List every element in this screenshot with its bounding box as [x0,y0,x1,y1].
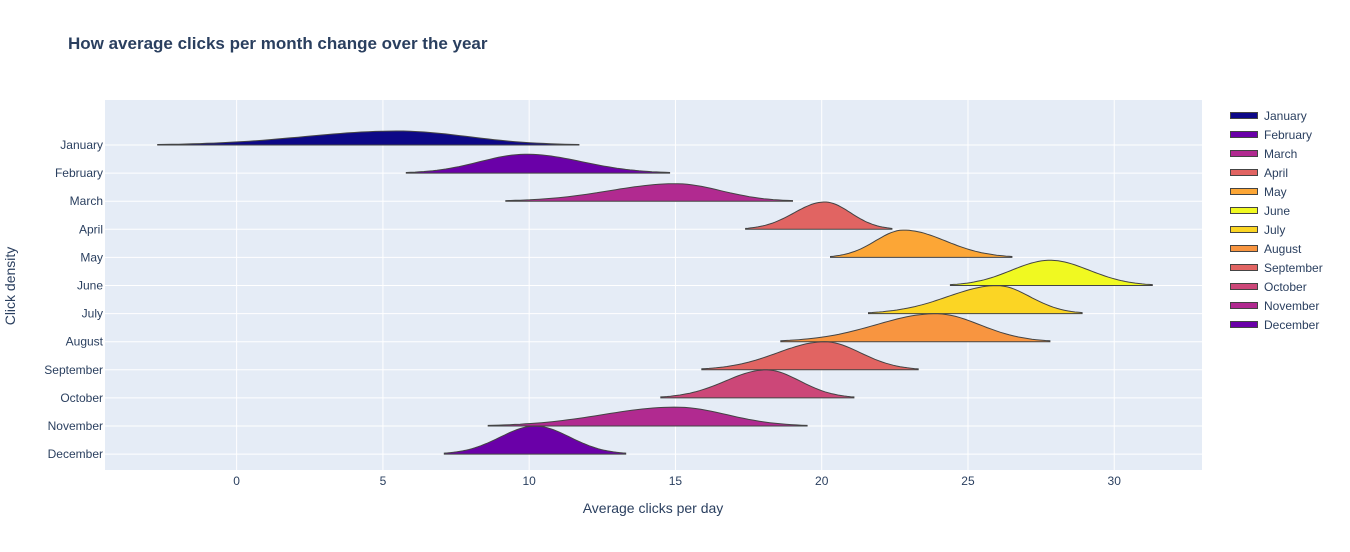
legend-item-april[interactable]: April [1230,163,1323,182]
legend-item-october[interactable]: October [1230,277,1323,296]
x-tick-label: 20 [815,474,829,488]
ridge-december[interactable] [443,425,627,455]
ridge-january[interactable] [157,130,580,146]
legend-item-march[interactable]: March [1230,144,1323,163]
legend-item-july[interactable]: July [1230,220,1323,239]
y-tick-label: May [80,250,103,264]
ridge-april[interactable] [745,201,893,230]
legend-label: October [1264,279,1307,294]
legend-label: September [1264,260,1323,275]
y-tick-label: April [79,222,103,236]
y-tick-label: December [48,447,103,461]
ridge-september[interactable] [701,341,919,371]
legend-swatch [1230,264,1258,271]
legend-swatch [1230,131,1258,138]
ridge-november[interactable] [487,406,808,427]
ridge-march[interactable] [505,183,793,202]
x-tick-label: 15 [669,474,683,488]
y-tick-label: November [48,419,103,433]
legend-label: June [1264,203,1291,218]
legend-item-september[interactable]: September [1230,258,1323,277]
y-tick-label: October [60,391,103,405]
y-tick-label: February [55,166,103,180]
x-tick-label: 5 [380,474,387,488]
legend: January February March April May June July Augu… [1230,106,1323,334]
x-tick-label: 10 [522,474,536,488]
legend-label: February [1264,127,1313,142]
legend-swatch [1230,283,1258,290]
y-tick-label: September [44,363,103,377]
legend-swatch [1230,321,1258,328]
legend-label: November [1264,298,1320,313]
legend-item-august[interactable]: August [1230,239,1323,258]
x-axis-title: Average clicks per day [583,500,724,516]
legend-label: April [1264,165,1289,180]
legend-label: December [1264,317,1320,332]
legend-swatch [1230,302,1258,309]
x-tick-labels: 0 5 10 15 20 25 30 [233,474,1121,488]
legend-item-december[interactable]: December [1230,315,1323,334]
chart-title: How average clicks per month change over… [68,34,488,53]
legend-swatch [1230,207,1258,214]
legend-label: August [1264,241,1302,256]
ridge-june[interactable] [949,259,1153,286]
ridge-february[interactable] [405,153,671,174]
legend-swatch [1230,188,1258,195]
ridge-october[interactable] [660,369,855,399]
legend-swatch [1230,150,1258,157]
legend-swatch [1230,226,1258,233]
x-tick-label: 30 [1108,474,1122,488]
y-axis-title: Click density [2,247,18,326]
legend-item-november[interactable]: November [1230,296,1323,315]
y-tick-labels: January February March April May June July Augu… [44,138,103,461]
legend-label: May [1264,184,1287,199]
ridge-may[interactable] [830,229,1013,258]
y-tick-label: August [66,335,104,349]
y-tick-label: June [77,279,103,293]
y-tick-label: July [82,307,103,321]
legend-label: January [1264,108,1307,123]
ridge-august[interactable] [780,313,1051,343]
legend-swatch [1230,112,1258,119]
legend-label: July [1264,222,1286,237]
legend-item-february[interactable]: February [1230,125,1323,144]
ridge-series [157,130,1153,455]
ridge-july[interactable] [868,285,1083,315]
x-tick-label: 25 [961,474,975,488]
y-tick-label: March [70,194,103,208]
legend-item-january[interactable]: January [1230,106,1323,125]
x-tick-label: 0 [233,474,240,488]
legend-item-may[interactable]: May [1230,182,1323,201]
legend-swatch [1230,245,1258,252]
y-tick-label: January [60,138,103,152]
legend-label: March [1264,146,1298,161]
legend-item-june[interactable]: June [1230,201,1323,220]
legend-swatch [1230,169,1258,176]
